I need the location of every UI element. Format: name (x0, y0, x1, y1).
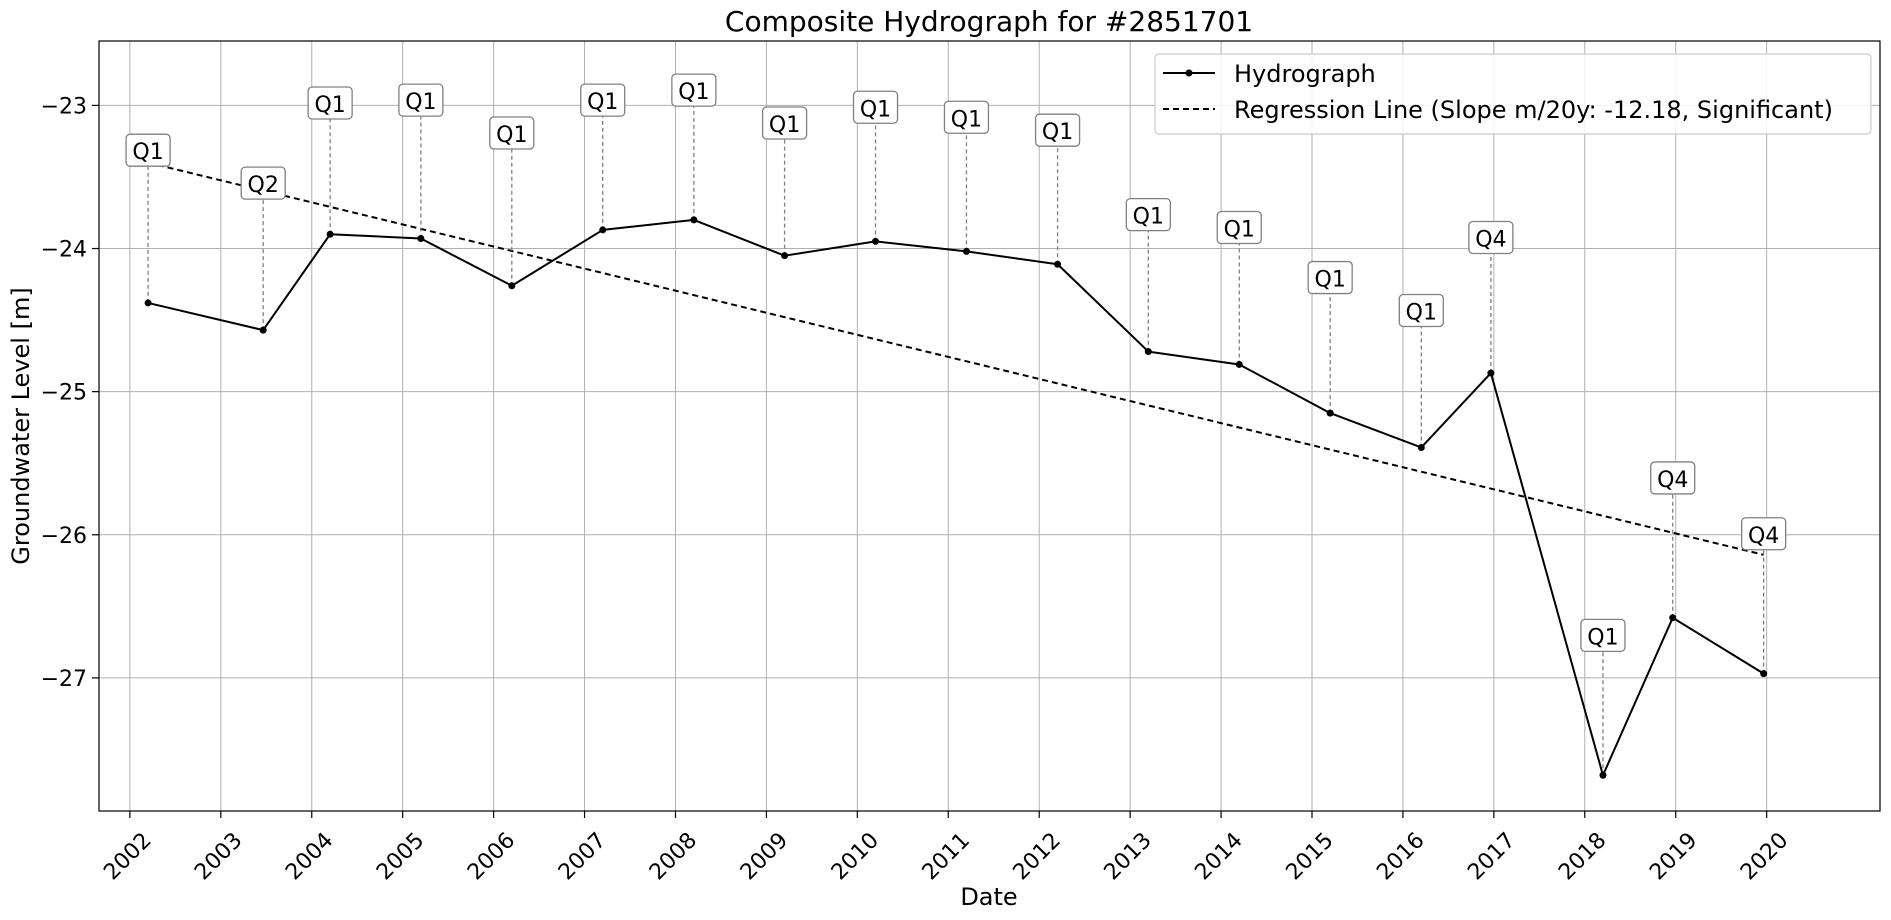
quarter-label-box (1034, 113, 1081, 147)
hydrograph-point (1760, 670, 1768, 678)
quarter-label-box (1125, 197, 1171, 232)
quarter-label-text: Q1 (587, 90, 618, 115)
hydrograph-point (962, 247, 970, 255)
hydrograph-point (1417, 443, 1425, 451)
stems-layer (147, 105, 1765, 776)
quarter-label-text: Q4 (1475, 228, 1506, 253)
quarter-label-box (1468, 220, 1514, 255)
quarter-label: Q4 (1741, 517, 1787, 551)
quarter-label: Q1 (1398, 293, 1444, 328)
hydrograph-point (872, 237, 880, 245)
quarter-label-text: Q4 (1748, 524, 1779, 549)
quarter-label: Q1 (1125, 197, 1171, 232)
y-tick-label: −27 (41, 667, 87, 692)
quarter-label: Q1 (398, 83, 444, 117)
quarter-label-text: Q1 (1133, 205, 1164, 230)
series-layer (144, 216, 1768, 779)
hydrograph-point (1144, 348, 1152, 356)
hydrograph-point (326, 230, 334, 238)
hydrograph-point (1599, 771, 1607, 779)
hydrograph-point (1487, 369, 1495, 377)
quarter-label: Q1 (307, 86, 353, 120)
quarter-label: Q4 (1468, 220, 1514, 255)
quarter-label: Q1 (671, 73, 717, 107)
hydrograph-point (259, 326, 267, 334)
hydrograph-point (1326, 409, 1334, 417)
quarter-label: Q2 (240, 166, 286, 200)
quarter-label-text: Q1 (496, 123, 527, 148)
quarter-label-text: Q1 (1224, 217, 1255, 242)
quarter-label: Q1 (761, 106, 808, 140)
quarter-label-box (240, 166, 286, 200)
y-tick-label: −25 (41, 381, 87, 406)
quarter-label-box (761, 106, 808, 140)
hydrograph-point (508, 282, 516, 290)
hydrograph-point (1235, 360, 1243, 368)
quarter-label-box (671, 73, 717, 107)
quarter-label-box (1307, 260, 1353, 295)
regression-layer (147, 161, 1764, 556)
quarter-label-text: Q1 (1406, 301, 1437, 326)
quarter-label-box (489, 116, 535, 150)
quarter-label: Q1 (489, 116, 535, 150)
y-tick-label: −26 (41, 524, 87, 549)
hydrograph-point (690, 216, 698, 224)
quarter-label-box (1580, 618, 1626, 653)
quarter-label: Q1 (943, 100, 990, 134)
legend: Hydrograph Regression Line (Slope m/20y:… (1154, 53, 1872, 135)
x-axis-label: Date (960, 883, 1017, 911)
hydrograph-point (1054, 260, 1062, 268)
quarter-label-box (125, 133, 171, 167)
quarter-label-text: Q1 (951, 107, 982, 132)
y-axis-label: Groundwater Level [m] (7, 287, 35, 564)
quarter-label: Q1 (1034, 113, 1081, 147)
quarter-label-box (852, 90, 899, 124)
quarter-label-box (307, 86, 353, 120)
quarter-label: Q4 (1650, 461, 1696, 495)
quarter-label: Q1 (580, 83, 626, 117)
hydrograph-point (781, 252, 789, 260)
quarter-label-box (943, 100, 990, 134)
quarter-label-text: Q1 (314, 93, 345, 118)
quarter-label: Q1 (852, 90, 899, 124)
hydrograph-point (417, 235, 425, 243)
hydrograph-point (144, 299, 152, 307)
quarter-label-text: Q1 (769, 113, 800, 138)
quarter-label-box (1650, 461, 1696, 495)
chart-title: Composite Hydrograph for #2851701 (725, 5, 1253, 38)
quarter-label-text: Q1 (405, 90, 436, 115)
quarter-label-text: Q1 (1042, 120, 1073, 145)
y-tick-label: −23 (41, 94, 87, 119)
labels-layer: Q1 Q2 Q1 Q1 Q1 Q1 Q1 Q1 Q1 Q1 Q1 Q1 Q1 Q1 Q1 Q4 Q1 Q4 Q4 (125, 73, 1787, 653)
legend-box (1154, 53, 1872, 135)
y-tick-label: −24 (41, 238, 87, 263)
hydrograph-point (599, 226, 607, 234)
legend-regression-label: Regression Line (Slope m/20y: -12.18, Si… (1234, 96, 1833, 124)
legend-hydrograph-label: Hydrograph (1234, 60, 1376, 88)
quarter-label-box (1216, 210, 1262, 245)
quarter-label-text: Q1 (860, 97, 891, 122)
quarter-label: Q1 (125, 133, 171, 167)
legend-hydrograph-marker (1185, 69, 1193, 77)
quarter-label-text: Q1 (1315, 268, 1346, 293)
quarter-label-box (398, 83, 444, 117)
quarter-label-box (1398, 293, 1444, 328)
quarter-label-box (1741, 517, 1787, 551)
quarter-label-text: Q1 (1587, 625, 1618, 650)
plot-frame (98, 40, 1881, 812)
quarter-label-text: Q4 (1657, 468, 1688, 493)
quarter-label-text: Q2 (248, 173, 279, 198)
quarter-label: Q1 (1216, 210, 1262, 245)
regression-line (147, 161, 1764, 556)
quarter-label: Q1 (1307, 260, 1353, 295)
quarter-label-text: Q1 (132, 140, 163, 165)
quarter-label-text: Q1 (678, 80, 709, 105)
hydrograph-point (1669, 614, 1677, 622)
quarter-label: Q1 (1580, 618, 1626, 653)
quarter-label-box (580, 83, 626, 117)
grid-layer (99, 41, 1880, 811)
